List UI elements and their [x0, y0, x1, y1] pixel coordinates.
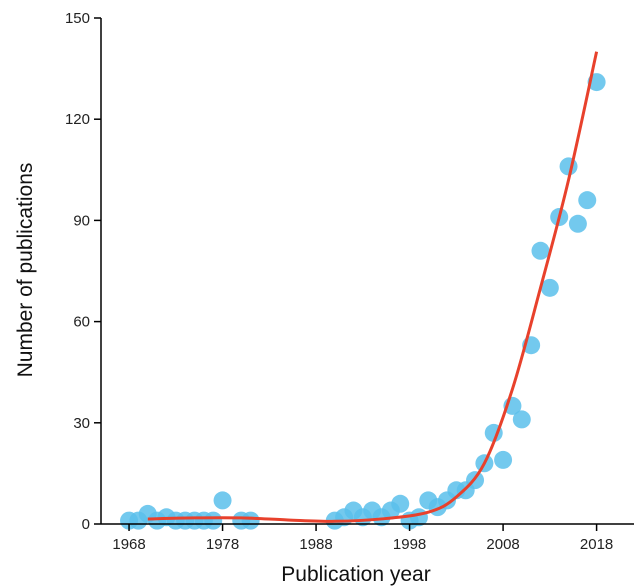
- data-point: [540, 278, 559, 297]
- x-tick-label: 2018: [580, 536, 613, 553]
- x-tick-label: 1988: [299, 536, 332, 553]
- y-axis-title: Number of publications: [14, 163, 37, 378]
- data-point: [391, 494, 410, 513]
- data-point: [559, 157, 578, 176]
- x-tick-label: 1968: [112, 536, 145, 553]
- y-tick-label: 60: [73, 314, 90, 331]
- data-point: [204, 511, 223, 530]
- x-axis-title: Publication year: [281, 563, 430, 586]
- data-points: [120, 73, 606, 530]
- data-point: [578, 191, 597, 210]
- x-tick-label: 1978: [206, 536, 239, 553]
- y-tick-label: 150: [65, 10, 90, 27]
- x-tick-label: 2008: [486, 536, 519, 553]
- y-tick-label: 120: [65, 111, 90, 128]
- y-axis-ticks: 0 30 60 90 120 150: [65, 10, 101, 533]
- data-point: [494, 450, 513, 469]
- x-tick-label: 1998: [393, 536, 426, 553]
- y-tick-label: 30: [73, 415, 90, 432]
- data-point: [568, 214, 587, 233]
- y-tick-label: 90: [73, 212, 90, 229]
- data-point: [241, 511, 260, 530]
- data-point: [531, 241, 550, 260]
- trend-line: [147, 51, 599, 523]
- data-point: [213, 491, 232, 510]
- y-tick-label: 0: [82, 516, 90, 533]
- x-axis-ticks: 1968 1978 1988 1998 2008 2018: [112, 524, 613, 553]
- data-point: [512, 410, 531, 429]
